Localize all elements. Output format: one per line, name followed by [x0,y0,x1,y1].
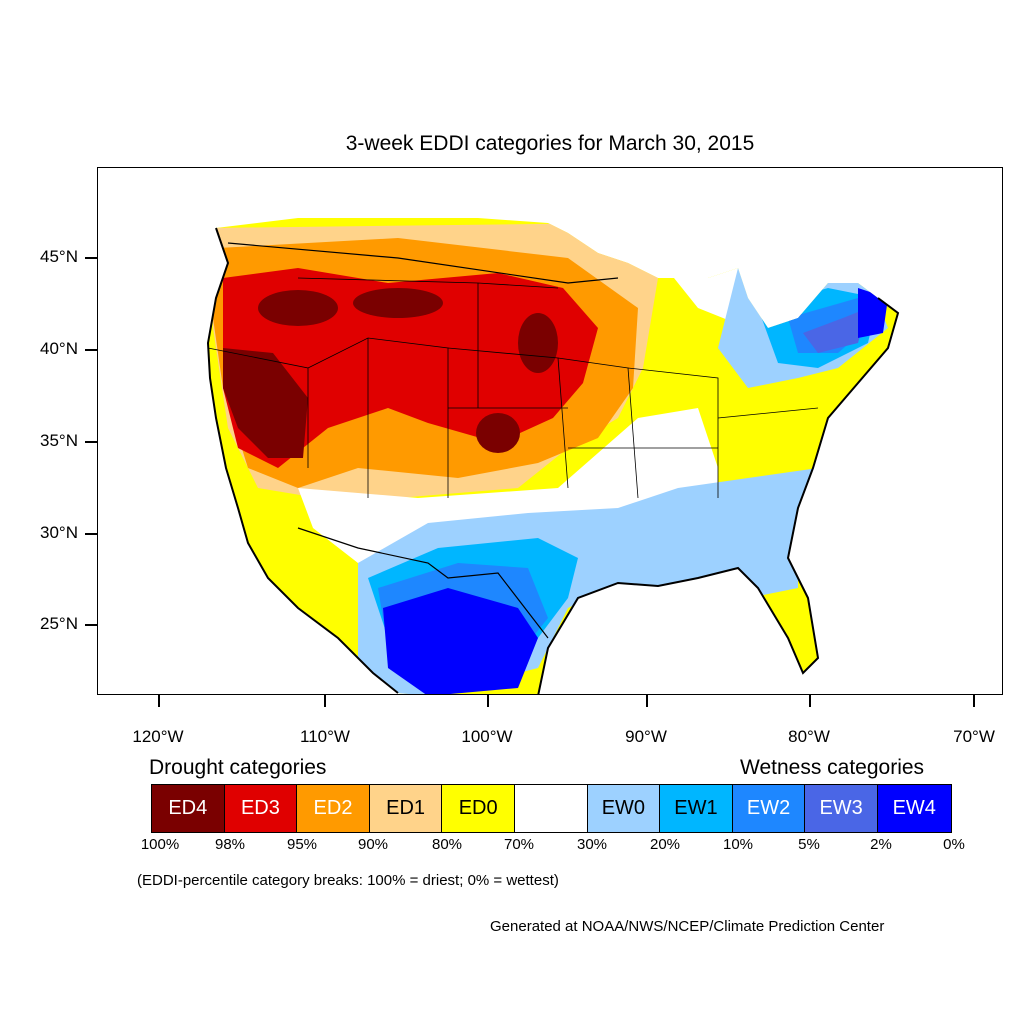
lon-label-80: 80°W [788,727,830,746]
lat-label-40: 40°N [40,339,78,358]
drought-categories-label: Drought categories [149,756,327,779]
break-label: 0% [943,836,965,853]
legend-swatch-ed2: ED2 [297,785,370,832]
break-label: 95% [286,836,318,853]
break-label: 90% [357,836,389,853]
canada-border [227,242,619,284]
break-label: 30% [576,836,608,853]
lon-label-90: 90°W [625,727,667,746]
lat-label-45: 45°N [40,247,78,266]
break-label: 80% [431,836,463,853]
break-label: 70% [503,836,535,853]
lon-tick [809,695,811,707]
credit-line: Generated at NOAA/NWS/NCEP/Climate Predi… [490,918,885,935]
break-label: 5% [798,836,820,853]
legend-swatch-ed0: ED0 [442,785,515,832]
category-breaks-note: (EDDI-percentile category breaks: 100% =… [137,872,559,889]
lon-tick [324,695,326,707]
legend-swatch-ed3: ED3 [224,785,298,832]
lon-tick [158,695,160,707]
lon-label-120: 120°W [132,727,184,746]
lat-tick [85,441,97,443]
category-legend: ED4 ED3 ED2 ED1 ED0 EW0 EW1 EW2 EW3 EW4 [151,784,952,833]
map-panel [97,167,1003,695]
legend-swatch-ew0: EW0 [587,785,661,832]
eddi-map [206,218,900,694]
lon-tick [487,695,489,707]
lat-tick [85,349,97,351]
break-label: 98% [214,836,246,853]
legend-swatch-ed4: ED4 [152,785,225,832]
lat-tick [85,624,97,626]
legend-swatch-neutral [514,785,588,832]
lat-label-35: 35°N [40,431,78,450]
break-label: 20% [649,836,681,853]
lon-tick [646,695,648,707]
break-label: 2% [870,836,892,853]
lon-label-70: 70°W [953,727,995,746]
lat-label-25: 25°N [40,614,78,633]
lat-tick [85,533,97,535]
map-title: 3-week EDDI categories for March 30, 201… [345,132,755,155]
legend-swatch-ew4: EW4 [877,785,951,832]
legend-swatch-ed1: ED1 [369,785,443,832]
mexico-border [297,527,549,639]
lon-label-110: 110°W [300,727,350,746]
break-label: 10% [722,836,754,853]
category-fill [208,218,898,694]
lat-label-30: 30°N [40,523,78,542]
wetness-categories-label: Wetness categories [740,756,925,779]
lon-label-100: 100°W [461,727,513,746]
legend-swatch-ew2: EW2 [732,785,806,832]
legend-swatch-ew3: EW3 [805,785,878,832]
break-label: 100% [140,836,180,853]
lon-tick [973,695,975,707]
coastline [206,227,900,694]
lat-tick [85,257,97,259]
legend-swatch-ew1: EW1 [660,785,733,832]
state-borders [207,277,819,499]
